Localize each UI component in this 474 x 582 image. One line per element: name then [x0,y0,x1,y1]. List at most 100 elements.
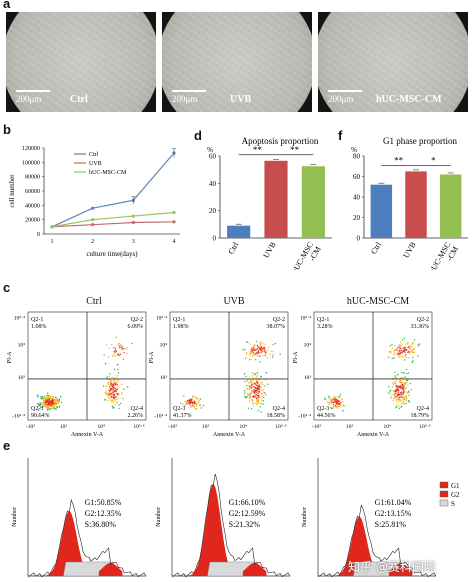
event-dot [252,351,255,354]
event-dot [193,400,195,402]
event-dot [245,357,247,359]
event-dot [256,379,259,381]
chart-title: G1 phase proportion [383,136,457,146]
event-dot [247,389,249,391]
event-dot [113,385,115,387]
event-dot [257,410,259,412]
event-dot [256,382,259,384]
event-dot [406,381,408,384]
event-dot [256,401,258,403]
event-dot [404,350,406,352]
event-dot [405,391,408,393]
event-dot [254,373,256,375]
event-dot [51,403,53,405]
event-dot [408,401,411,403]
event-dot [109,393,111,395]
event-dot [411,351,413,353]
event-dot [113,354,115,356]
quadrant-value: 38.07% [267,324,286,330]
event-dot [58,401,60,403]
event-dot [257,349,260,351]
event-dot [44,402,46,404]
event-dot [249,393,252,395]
legend-label: Ctrl [89,152,99,158]
event-dot [244,348,246,351]
event-dot [251,390,253,392]
event-dot [49,396,51,398]
event-dot [104,363,107,365]
event-dot [43,401,46,404]
significance-label: ** [253,145,263,155]
event-dot [185,400,187,402]
event-dot [334,401,336,403]
event-dot [398,385,400,388]
event-dot [404,349,407,351]
event-dot [52,400,54,402]
event-dot [112,407,114,409]
quadrant-value: 2.26% [128,413,144,419]
event-dot [53,399,55,401]
event-dot [390,394,392,396]
quadrant-value: 1.08% [31,324,47,330]
event-dot [247,392,249,395]
event-dot [108,376,110,378]
data-point [172,210,176,215]
event-dot [253,391,255,393]
g1-area [332,516,382,576]
y-tick-label: 20000 [25,218,40,224]
event-dot [50,404,52,406]
data-point [91,223,95,227]
event-dot [43,401,45,403]
event-dot [46,396,48,399]
event-dot [398,394,400,396]
g1-percent: G1:66.10% [229,498,266,507]
event-dot [189,403,191,405]
event-dot [48,403,50,405]
event-dot [253,349,256,351]
event-dot [112,388,114,390]
event-dot [194,401,196,404]
event-dot [402,400,405,402]
event-dot [40,406,42,409]
event-dot [187,401,190,403]
event-dot [392,357,395,360]
event-dot [192,402,194,404]
event-dot [401,401,404,403]
y-tick-label: -10¹·⁴ [154,414,167,420]
event-dot [253,395,255,397]
event-dot [395,397,397,399]
event-dot [122,358,124,360]
event-dot [407,384,409,386]
event-dot [401,352,403,354]
event-dot [401,405,403,407]
event-dot [251,355,254,357]
watermark: 知乎 @赛科国际 [348,560,436,574]
event-dot [264,347,266,349]
event-dot [114,377,116,379]
event-dot [397,392,399,394]
event-dot [333,395,335,398]
event-dot [265,351,267,353]
bar [405,171,427,238]
event-dot [256,400,258,402]
event-dot [260,346,262,348]
event-dot [337,405,339,408]
event-dot [394,390,396,392]
event-dot [336,403,339,405]
event-dot [404,390,406,392]
flow-plot: Q2-11.98% Q2-238.07% Q2-341.37% Q2-418.58% A… [149,311,289,438]
event-dot [401,396,403,398]
event-dot [43,400,45,402]
event-dot [337,400,339,402]
event-dot [50,404,52,407]
event-dot [404,376,406,379]
event-dot [254,390,257,392]
event-dot [401,385,403,387]
y-tick-label: 10³ [304,375,312,381]
event-dot [393,394,396,397]
event-dot [253,390,256,392]
y-tick-label: 120000 [22,146,40,152]
event-dot [395,380,398,382]
event-dot [400,403,402,405]
event-dot [251,350,253,352]
